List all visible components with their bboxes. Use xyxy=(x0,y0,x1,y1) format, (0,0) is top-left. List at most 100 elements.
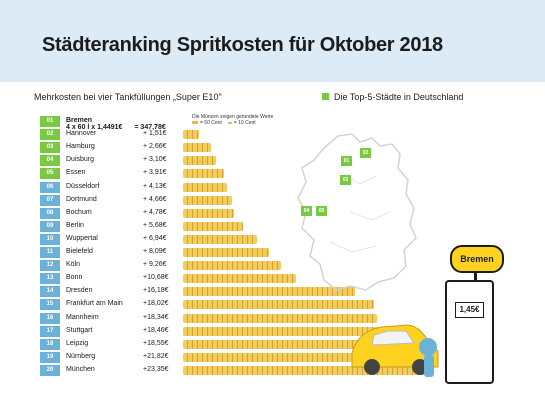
car-illustration xyxy=(348,305,448,390)
city-name: Düsseldorf xyxy=(66,182,100,190)
coin-stack-bar xyxy=(183,234,257,244)
city-name: Essen xyxy=(66,169,86,177)
coin-stack-bar xyxy=(183,221,244,231)
coin-note-large: = 50 Cent xyxy=(192,120,222,126)
coin-stack-bar xyxy=(183,143,212,153)
bremen-formula: 4 x 60 l x 1,4491€ = 347,78€ xyxy=(66,124,166,131)
rank-badge: 05 xyxy=(40,168,60,180)
rank-badge: 17 xyxy=(40,325,60,337)
rank-badge: 01 xyxy=(40,116,60,127)
city-name: Hannover xyxy=(66,130,97,138)
city-name: Bremen xyxy=(66,117,93,124)
city-name: Köln xyxy=(66,261,81,269)
coin-stack-bar xyxy=(183,208,234,218)
rank-badge: 04 xyxy=(40,155,60,167)
rank-badge: 18 xyxy=(40,338,60,350)
sign-pole xyxy=(474,271,477,281)
coin-stack-bar xyxy=(183,156,216,166)
pump-price-display: 1,45€ xyxy=(455,302,484,318)
cost-label: + 8,09€ xyxy=(143,248,167,255)
city-name: Dortmund xyxy=(66,195,97,203)
coin-stack-bar xyxy=(183,287,355,297)
cost-label: + 5,68€ xyxy=(143,221,167,229)
legend: Die Top-5-Städte in Deutschland xyxy=(322,92,463,102)
city-sign-bremen: Bremen xyxy=(450,245,504,273)
chart-subtitle: Mehrkosten bei vier Tankfüllungen „Super… xyxy=(34,92,222,102)
rank-badge: 12 xyxy=(40,260,60,272)
map-marker-04: 04 xyxy=(301,206,312,216)
map-marker-03: 03 xyxy=(340,175,351,185)
rank-badge: 20 xyxy=(40,364,60,376)
legend-swatch xyxy=(322,93,329,100)
rank-badge: 02 xyxy=(40,129,60,141)
rank-badge: 14 xyxy=(40,286,60,298)
cost-label: +18,46€ xyxy=(143,326,169,334)
coin-stack-bar xyxy=(183,195,233,205)
map-marker-05: 05 xyxy=(316,206,327,216)
city-name: Bielefeld xyxy=(66,248,93,255)
cost-label: + 1,51€ xyxy=(143,130,167,138)
chart-title: Städteranking Spritkosten für Oktober 20… xyxy=(42,34,443,56)
coin-stack-bar xyxy=(183,365,431,375)
cost-label: + 4,78€ xyxy=(143,208,167,216)
rank-badge: 06 xyxy=(40,181,60,193)
rank-badge: 07 xyxy=(40,194,60,206)
city-name: Berlin xyxy=(66,221,84,229)
city-name: Bonn xyxy=(66,274,83,282)
city-name: Hamburg xyxy=(66,143,95,151)
coin-stack-bar xyxy=(183,326,379,336)
coin-stack-bar xyxy=(183,261,282,271)
coin-stack-bar xyxy=(183,300,374,310)
city-name: Wuppertal xyxy=(66,234,98,242)
city-name: Stuttgart xyxy=(66,326,93,334)
fuel-pump: 1,45€ xyxy=(445,280,494,384)
city-name: Leipzig xyxy=(66,339,89,347)
coin-stack-bar xyxy=(183,130,199,140)
rank-badge: 19 xyxy=(40,351,60,363)
coin-stack-bar xyxy=(183,339,380,349)
rank-badge: 03 xyxy=(40,142,60,154)
cost-label: + 9,26€ xyxy=(143,261,167,269)
cost-label: +16,18€ xyxy=(143,287,169,295)
coin-stack-bar xyxy=(183,352,415,362)
cost-label: + 4,66€ xyxy=(143,195,167,203)
cost-label: + 6,94€ xyxy=(143,234,167,242)
cost-label: +18,34€ xyxy=(143,313,169,321)
rank-badge: 16 xyxy=(40,312,60,324)
city-name: Nürnberg xyxy=(66,352,96,360)
city-name: Bochum xyxy=(66,208,92,216)
coin-stack-bar xyxy=(183,313,378,323)
coin-stack-bar xyxy=(183,182,227,192)
map-marker-01: 01 xyxy=(341,156,352,166)
map-marker-02: 02 xyxy=(360,148,371,158)
coin-note-text: Die Münzen zeigen gerundete Werte xyxy=(192,114,274,120)
rank-badge: 13 xyxy=(40,273,60,285)
coin-stack-bar xyxy=(183,274,297,284)
rank-badge: 11 xyxy=(40,247,60,258)
cost-label: + 4,13€ xyxy=(143,182,167,190)
city-name: Dresden xyxy=(66,287,93,295)
city-name: Frankfurt am Main xyxy=(66,300,123,308)
coin-note: Die Münzen zeigen gerundete Werte = 50 C… xyxy=(192,114,273,126)
germany-map: 01 02 03 04 05 xyxy=(280,132,440,292)
cost-label: +23,35€ xyxy=(143,365,169,373)
coin-note-small: = 10 Cent xyxy=(227,120,256,126)
rank-badge: 15 xyxy=(40,299,60,311)
city-name: München xyxy=(66,365,95,373)
coin-stack-bar xyxy=(183,248,269,257)
header-banner: Städteranking Spritkosten für Oktober 20… xyxy=(0,0,545,82)
rank-badge: 09 xyxy=(40,220,60,232)
cost-label: + 3,10€ xyxy=(143,156,167,164)
cost-label: + 2,66€ xyxy=(143,143,167,151)
car-icon xyxy=(351,324,439,377)
germany-map-outline xyxy=(297,133,417,291)
cost-label: +18,55€ xyxy=(143,339,169,347)
cost-label: + 3,91€ xyxy=(143,169,167,177)
cost-label: +18,02€ xyxy=(143,300,169,308)
city-name: Mannheim xyxy=(66,313,99,321)
rank-badge: 08 xyxy=(40,207,60,219)
city-name: Duisburg xyxy=(66,156,95,164)
rank-badge: 10 xyxy=(40,233,60,245)
cost-label: +21,82€ xyxy=(143,352,169,360)
coin-stack-bar xyxy=(183,169,225,179)
